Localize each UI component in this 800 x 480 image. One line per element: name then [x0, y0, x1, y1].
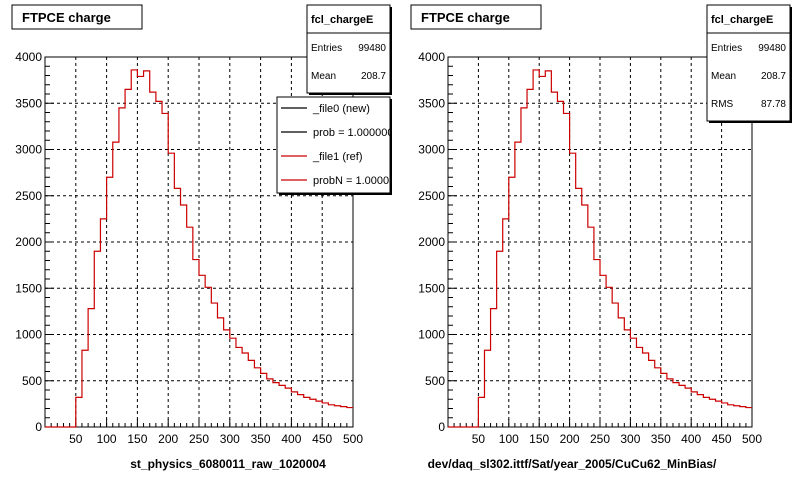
x-tick-label: 100: [499, 432, 519, 446]
x-tick-label: 150: [529, 432, 549, 446]
legend-label: _file1 (ref): [312, 151, 363, 163]
legend-label: prob = 1.000000: [313, 127, 393, 139]
title-box: [11, 4, 143, 30]
chart-title: FTPCE charge: [22, 10, 111, 25]
y-tick-label: 2500: [15, 189, 42, 203]
x-tick-label: 50: [472, 432, 486, 446]
legend-label: _file0 (new): [312, 103, 370, 115]
x-tick-label: 350: [251, 432, 271, 446]
y-tick-label: 3500: [418, 96, 445, 110]
x-axis-label: dev/daq_sl302.ittf/Sat/year_2005/CuCu62_…: [428, 457, 717, 471]
stats-box-frame: [306, 4, 391, 94]
y-tick-label: 500: [425, 374, 445, 388]
y-tick-label: 4000: [418, 50, 445, 64]
stats-label: Mean: [311, 71, 336, 82]
legend-frame: [276, 96, 391, 194]
histogram-panel-1: 50 100 150 200 250 300 350 400 450 500 0 500 1000 150…: [11, 4, 401, 471]
x-tick-label: 250: [189, 432, 209, 446]
y-tick-label: 3000: [15, 143, 42, 157]
stats-value: 99480: [758, 43, 786, 54]
x-tick-label: 400: [281, 432, 301, 446]
x-tick-label: 400: [681, 432, 701, 446]
y-tick-label: 2000: [418, 235, 445, 249]
x-tick-label: 350: [651, 432, 671, 446]
x-tick-label: 500: [343, 432, 363, 446]
histogram-series-line: [448, 69, 752, 428]
title-box: [410, 4, 542, 30]
legend-label: probN = 1.000000: [313, 175, 401, 187]
y-tick-label: 1500: [15, 281, 42, 295]
x-tick-label: 450: [312, 432, 332, 446]
x-tick-label: 250: [590, 432, 610, 446]
y-tick-label: 0: [438, 420, 445, 434]
x-tick-label: 200: [560, 432, 580, 446]
stats-name: fcl_chargeE: [711, 14, 773, 26]
stats-label: Entries: [311, 43, 342, 54]
stats-value: 208.7: [761, 71, 786, 82]
stats-label: Entries: [711, 43, 742, 54]
stats-value: 99480: [358, 43, 386, 54]
stats-label: RMS: [711, 99, 734, 110]
stats-value: 87.78: [761, 99, 786, 110]
stats-label: Mean: [711, 71, 736, 82]
stats-box: fcl_chargeE Entries 99480 Mean 208.7: [306, 4, 392, 95]
x-axis-label: st_physics_6080011_raw_1020004: [130, 457, 326, 471]
x-tick-label: 200: [158, 432, 178, 446]
y-tick-label: 500: [22, 374, 42, 388]
y-tick-label: 0: [35, 420, 42, 434]
stats-box-frame: [706, 4, 791, 122]
stats-name: fcl_chargeE: [311, 14, 373, 26]
x-tick-label: 50: [69, 432, 83, 446]
y-tick-label: 1500: [418, 281, 445, 295]
y-tick-label: 3000: [418, 143, 445, 157]
y-tick-label: 2500: [418, 189, 445, 203]
histogram-panel-2: 50 100 150 200 250 300 350 400 450 500 0 500 1000 150…: [410, 4, 792, 471]
stats-box: fcl_chargeE Entries 99480 Mean 208.7 RMS 87.78: [706, 4, 792, 123]
x-tick-label: 300: [620, 432, 640, 446]
x-tick-label: 100: [97, 432, 117, 446]
stats-value: 208.7: [361, 71, 386, 82]
x-tick-label: 150: [127, 432, 147, 446]
y-tick-label: 1000: [15, 328, 42, 342]
x-tick-label: 450: [712, 432, 732, 446]
y-tick-label: 3500: [15, 96, 42, 110]
x-tick-label: 300: [220, 432, 240, 446]
histogram-series-line: [45, 69, 353, 428]
y-tick-label: 1000: [418, 328, 445, 342]
y-tick-label: 2000: [15, 235, 42, 249]
chart-title: FTPCE charge: [421, 10, 510, 25]
legend-entries: _file0 (new) prob = 1.000000 _file1 (ref) p…: [281, 103, 401, 187]
legend-box: _file0 (new) prob = 1.000000 _file1 (ref) p…: [276, 96, 401, 195]
y-tick-label: 4000: [15, 50, 42, 64]
x-tick-label: 500: [742, 432, 762, 446]
